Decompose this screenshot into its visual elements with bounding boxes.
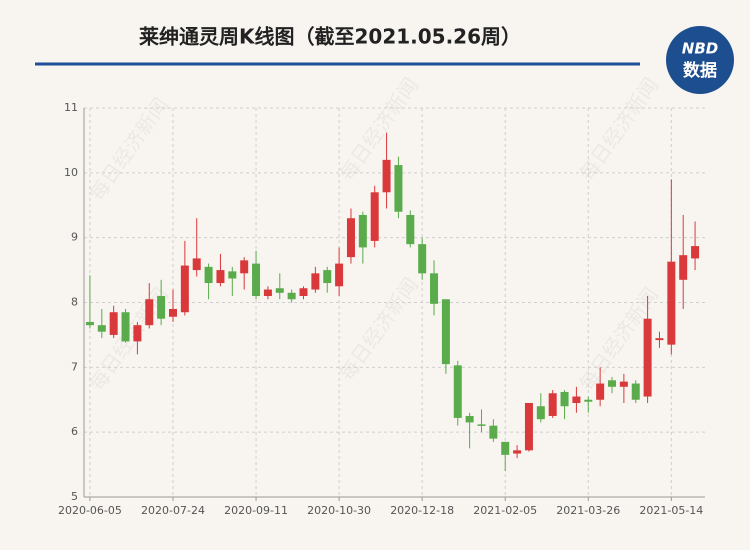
watermark: 每日经济新闻 [335, 73, 423, 185]
candle-body [370, 192, 379, 241]
candle-body [335, 263, 344, 287]
candle-body [263, 289, 272, 297]
candle-body [584, 399, 593, 402]
candle-body [631, 383, 640, 400]
x-tick-label: 2021-02-05 [473, 504, 537, 517]
y-tick-label: 10 [64, 166, 78, 179]
candle-body [275, 288, 284, 293]
candle-body [465, 415, 474, 423]
candle-body [608, 380, 617, 387]
candle-body [299, 288, 308, 297]
logo-badge [666, 26, 734, 94]
y-tick-label: 6 [71, 425, 78, 438]
candle-body [204, 266, 213, 284]
chart-title: 莱绅通灵周K线图（截至2021.05.26周） [139, 25, 521, 49]
candle-body [240, 260, 249, 274]
y-tick-label: 5 [71, 490, 78, 503]
watermark: 每日经济新闻 [85, 93, 173, 205]
candle-body [513, 450, 522, 454]
plot: 5 6 7 8 9 10 11 2020-06-05 2020-07-24 2020-09-11 2… [58, 101, 705, 517]
candle-body [252, 263, 261, 297]
candle-body [394, 165, 403, 212]
candle-body [560, 391, 569, 407]
candle-body [643, 318, 652, 397]
candle-body [489, 425, 498, 439]
candle-body [667, 261, 676, 345]
candle-body [85, 321, 94, 326]
candle-body [228, 271, 237, 279]
candle-body [418, 244, 427, 274]
candle-body [619, 381, 628, 387]
candle-body [453, 365, 462, 418]
candle-body [596, 383, 605, 400]
y-tick-label: 11 [64, 101, 78, 114]
y-tick-label: 9 [71, 231, 78, 244]
x-tick-label: 2021-03-26 [556, 504, 620, 517]
candle-body [691, 246, 700, 259]
candle-body [536, 406, 545, 420]
y-tick-label: 7 [71, 360, 78, 373]
x-tick-label: 2020-07-24 [141, 504, 205, 517]
logo-top: NBD [682, 40, 718, 58]
x-tick-label: 2020-06-05 [58, 504, 122, 517]
candle-body [382, 159, 391, 193]
candle-body [180, 265, 189, 313]
candle-body [109, 312, 118, 335]
candle-body [311, 273, 320, 290]
candle-body [477, 424, 486, 426]
candle-body [145, 299, 154, 326]
candle-body [679, 255, 688, 280]
logo-bottom: 数据 [683, 60, 717, 81]
x-tick-label: 2020-12-18 [390, 504, 454, 517]
candle-body [168, 308, 177, 317]
candle-body [501, 441, 510, 455]
candle-body [121, 312, 130, 342]
x-tick-label: 2020-09-11 [224, 504, 288, 517]
candle-body [548, 393, 557, 416]
x-tick-label: 2021-05-14 [639, 504, 703, 517]
watermark: 每日经济新闻 [335, 273, 423, 385]
candle-body [406, 214, 415, 245]
candle-body [323, 270, 332, 284]
candle-body [655, 338, 664, 341]
candle-body [157, 296, 166, 319]
candle-body [572, 396, 581, 403]
candle-body [346, 218, 355, 258]
candle-body [524, 402, 533, 451]
candle-body [133, 325, 142, 342]
x-tick-label: 2020-10-30 [307, 504, 371, 517]
candle-body [97, 325, 106, 332]
candle-body [192, 258, 201, 271]
candle-body [441, 299, 450, 365]
y-tick-label: 8 [71, 296, 78, 309]
candle-body [358, 214, 367, 248]
candle-body [287, 292, 296, 300]
candle-body [216, 270, 225, 284]
candle-body [430, 273, 439, 304]
